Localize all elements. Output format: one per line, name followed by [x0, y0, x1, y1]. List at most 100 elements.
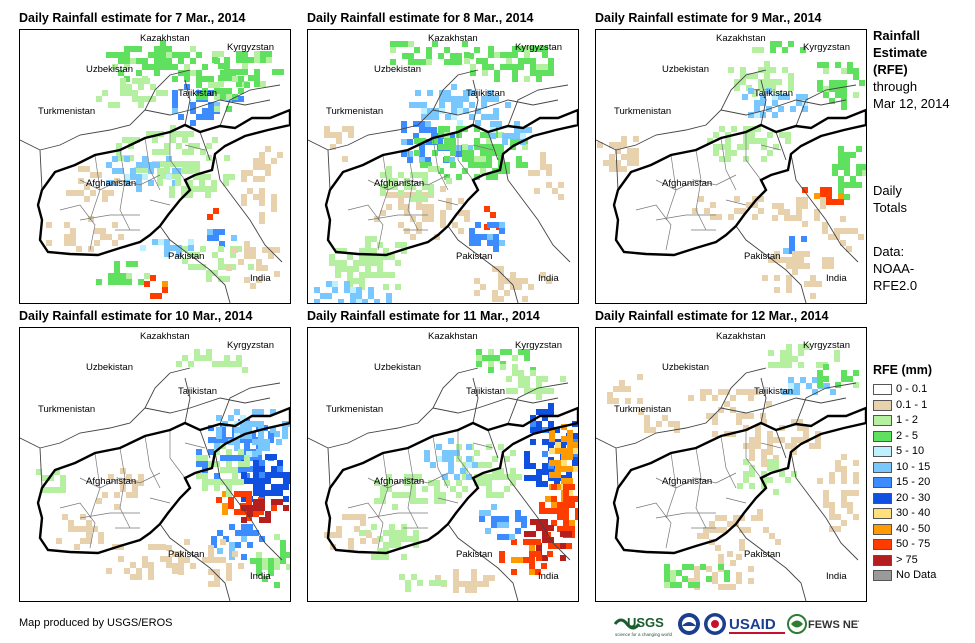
panel-title: Daily Rainfall estimate for 12 Mar., 201… [595, 309, 829, 323]
country-label-india: India [538, 273, 559, 284]
rainfall-map-svg [308, 41, 578, 303]
country-label-turkmenistan: Turkmenistan [326, 404, 384, 415]
country-label-kyrgyzstan: Kyrgyzstan [515, 42, 562, 53]
country-label-pakistan: Pakistan [744, 549, 781, 560]
country-label-tajikistan: Tajikistan [754, 88, 794, 99]
usgs-text: USGS [627, 615, 664, 630]
country-label-kyrgyzstan: Kyrgyzstan [227, 340, 274, 351]
afghanistan-border [324, 406, 578, 555]
country-label-afghanistan: Afghanistan [662, 178, 713, 189]
legend-label: 0 - 0.1 [896, 383, 928, 395]
legend-swatch [873, 461, 892, 473]
legend-label: 40 - 50 [896, 522, 931, 535]
logo-strip: USGS science for a changing world USAID … [613, 608, 865, 641]
country-label-india: India [538, 571, 559, 582]
legend-swatch [873, 492, 892, 504]
province-boundaries [59, 430, 206, 549]
rainfall-map: Kazakhstan Kyrgyzstan Uzbekistan Tajikistan… [595, 29, 867, 304]
afghanistan-border [612, 406, 866, 555]
country-label-afghanistan: Afghanistan [374, 476, 425, 487]
country-label-pakistan: Pakistan [456, 549, 493, 560]
province-boundaries [635, 430, 782, 549]
noaa-seal-icon [678, 613, 700, 635]
country-label-turkmenistan: Turkmenistan [38, 404, 96, 415]
panel-title: Daily Rainfall estimate for 9 Mar., 2014 [595, 11, 822, 25]
country-label-pakistan: Pakistan [168, 251, 205, 262]
country-label-kazakhstan: Kazakhstan [140, 331, 190, 342]
daily-line: Daily [873, 183, 902, 198]
legend-title: RFE (mm) [873, 363, 933, 377]
country-label-india: India [250, 273, 271, 284]
rainfall-map-svg [20, 40, 290, 303]
country-label-tajikistan: Tajikistan [754, 386, 794, 397]
province-boundaries [347, 132, 494, 251]
country-label-afghanistan: Afghanistan [86, 476, 137, 487]
country-label-kyrgyzstan: Kyrgyzstan [803, 42, 850, 53]
legend-swatch [873, 430, 892, 442]
country-label-india: India [826, 273, 847, 284]
country-label-uzbekistan: Uzbekistan [86, 64, 133, 75]
country-label-uzbekistan: Uzbekistan [662, 64, 709, 75]
afghanistan-border [612, 108, 866, 257]
country-label-kyrgyzstan: Kyrgyzstan [227, 42, 274, 53]
data-source-line: NOAA- [873, 261, 915, 276]
legend-swatch [873, 508, 892, 519]
legend-swatch [873, 384, 892, 395]
daily-totals: Daily Totals [873, 182, 907, 216]
panel-title: Daily Rainfall estimate for 8 Mar., 2014 [307, 11, 534, 25]
country-label-kazakhstan: Kazakhstan [428, 33, 478, 44]
country-label-turkmenistan: Turkmenistan [38, 106, 96, 117]
panel-title: Daily Rainfall estimate for 11 Mar., 201… [307, 309, 540, 323]
credit-text: Map produced by USGS/EROS [19, 617, 173, 629]
rainfall-map: Kazakhstan Kyrgyzstan Uzbekistan Tajikistan… [19, 327, 291, 602]
title-line: Estimate [873, 45, 928, 60]
country-label-tajikistan: Tajikistan [178, 386, 218, 397]
noaa-logo [677, 612, 701, 641]
country-label-tajikistan: Tajikistan [466, 88, 506, 99]
legend-swatch [873, 554, 892, 566]
country-label-tajikistan: Tajikistan [466, 386, 506, 397]
through-date: Mar 12, 2014 [873, 96, 950, 111]
province-boundaries [347, 430, 494, 549]
legend-swatch [873, 570, 892, 581]
legend-swatch [873, 446, 892, 457]
country-boundaries [20, 367, 283, 601]
country-boundaries [308, 367, 571, 601]
country-label-india: India [250, 571, 271, 582]
data-source: Data: NOAA- RFE2.0 [873, 243, 917, 294]
legend-swatch [873, 523, 892, 535]
country-label-turkmenistan: Turkmenistan [614, 404, 672, 415]
title-line: Rainfall [873, 28, 920, 43]
title-line: (RFE) [873, 62, 908, 77]
legend-label: No Data [896, 569, 937, 581]
country-label-uzbekistan: Uzbekistan [374, 362, 421, 373]
panel-title: Daily Rainfall estimate for 7 Mar., 2014 [19, 11, 246, 25]
rainfall-map: Kazakhstan Kyrgyzstan Uzbekistan Tajikistan… [307, 29, 579, 304]
country-label-pakistan: Pakistan [168, 549, 205, 560]
rainfall-map-svg [20, 349, 290, 601]
usaid-logo: USAID [729, 614, 787, 643]
usaid-seal-icon [704, 613, 726, 635]
usaid-text: USAID [729, 616, 776, 633]
legend-label: 15 - 20 [896, 476, 931, 488]
country-label-uzbekistan: Uzbekistan [662, 362, 709, 373]
country-label-kazakhstan: Kazakhstan [716, 33, 766, 44]
country-label-kyrgyzstan: Kyrgyzstan [515, 340, 562, 351]
afghanistan-border [36, 406, 290, 555]
legend-swatch [873, 539, 892, 550]
rainfall-map: Kazakhstan Kyrgyzstan Uzbekistan Tajikistan… [595, 327, 867, 602]
country-boundaries [596, 69, 859, 303]
afghanistan-border [36, 108, 290, 257]
country-label-tajikistan: Tajikistan [178, 88, 218, 99]
panel-title: Daily Rainfall estimate for 10 Mar., 201… [19, 309, 253, 323]
legend-swatch [873, 415, 892, 426]
country-label-pakistan: Pakistan [744, 251, 781, 262]
country-label-afghanistan: Afghanistan [86, 178, 137, 189]
country-label-uzbekistan: Uzbekistan [374, 64, 421, 75]
country-label-afghanistan: Afghanistan [662, 476, 713, 487]
country-label-kazakhstan: Kazakhstan [716, 331, 766, 342]
country-label-kyrgyzstan: Kyrgyzstan [803, 340, 850, 351]
province-boundaries [635, 132, 782, 251]
rainfall-map: Kazakhstan Kyrgyzstan Uzbekistan Tajikistan… [307, 327, 579, 602]
country-label-kazakhstan: Kazakhstan [428, 331, 478, 342]
